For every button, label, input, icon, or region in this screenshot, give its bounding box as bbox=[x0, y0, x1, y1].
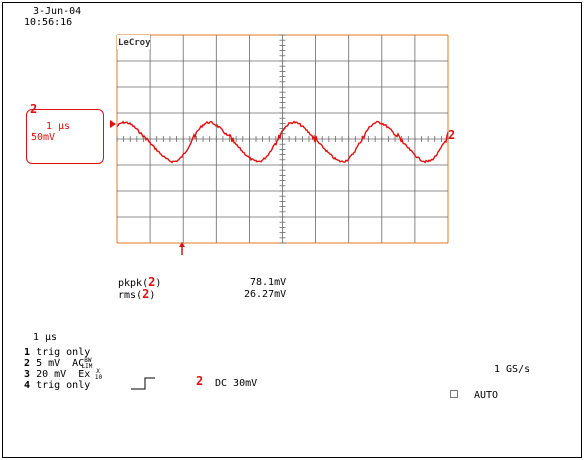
lecroy-logo: LeCroy bbox=[118, 38, 151, 48]
channel-2-trace bbox=[116, 120, 449, 164]
sample-rate: 1 GS/s bbox=[494, 364, 531, 375]
trace-offset-marker-icon bbox=[110, 120, 116, 128]
channel-4-status[interactable]: 4 trig only bbox=[24, 380, 91, 391]
date-label: 3-Jun-04 bbox=[33, 6, 82, 17]
channel-2-volts-per-div: 50mV bbox=[31, 132, 56, 143]
measurement-rms-label: rms(2) bbox=[118, 287, 156, 301]
time-label: 10:56:16 bbox=[24, 17, 73, 28]
auto-trigger-checkbox[interactable] bbox=[450, 390, 458, 398]
channel-2-timebase: 1 µs bbox=[46, 121, 71, 132]
channel-2-box-number: 2 bbox=[30, 102, 38, 116]
timebase-label: 1 µs bbox=[33, 332, 58, 343]
channel-2-status[interactable]: 2 5 mV ACBWLIM bbox=[24, 357, 93, 370]
trigger-mode: AUTO bbox=[474, 390, 499, 401]
channel-3-status[interactable]: 3 20 mV Ex X10 bbox=[24, 368, 103, 381]
measurement-pkpk-value: 78.1mV bbox=[250, 277, 287, 288]
channel-2-settings-box[interactable] bbox=[26, 109, 104, 164]
measurement-pkpk-label: pkpk(2) bbox=[118, 275, 162, 289]
measurement-rms-value: 26.27mV bbox=[244, 289, 287, 300]
trace-label-2: 2 bbox=[448, 128, 455, 142]
trigger-position-arrow-icon bbox=[179, 242, 185, 255]
trigger-coupling: DC 30mV bbox=[215, 378, 258, 389]
brand-logo-bg bbox=[117, 35, 150, 49]
channel-1-status[interactable]: 1 trig only bbox=[24, 347, 91, 358]
trigger-channel: 2 bbox=[196, 374, 204, 388]
trigger-edge-icon bbox=[131, 377, 155, 390]
